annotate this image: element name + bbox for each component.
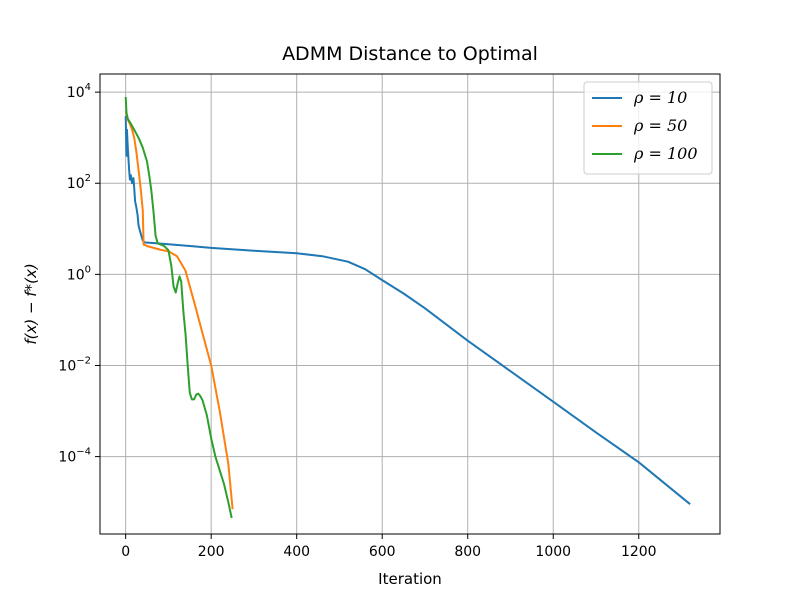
- legend-label-3: ρ = 100: [633, 144, 698, 163]
- legend-box: [583, 81, 713, 175]
- axis-ticks: 0 200 400 600 800 1000 1200 104 102 100 10−2 10−4: [58, 82, 656, 560]
- x-tick-label: 1200: [621, 544, 657, 560]
- x-tick-label: 200: [198, 544, 225, 560]
- grid-lines: [100, 74, 720, 534]
- series-lines: [124, 96, 691, 519]
- y-tick-label: 10−2: [58, 355, 91, 374]
- x-tick-label: 400: [283, 544, 310, 560]
- x-axis-label: Iteration: [378, 570, 442, 588]
- plot-frame: [99, 73, 721, 535]
- series-line-2: [124, 111, 234, 510]
- series-line-3: [124, 96, 233, 519]
- x-tick-label: 1000: [535, 544, 571, 560]
- chart-title: ADMM Distance to Optimal: [282, 43, 538, 65]
- y-tick-label: 102: [67, 173, 91, 192]
- legend-label-2: ρ = 50: [633, 116, 687, 135]
- series-line-1: [124, 115, 691, 505]
- x-tick-label: 800: [454, 544, 481, 560]
- x-tick-label: 600: [369, 544, 396, 560]
- y-tick-label: 104: [67, 82, 91, 101]
- x-tick-label: 0: [121, 544, 130, 560]
- legend-label-1: ρ = 10: [633, 88, 687, 107]
- y-tick-label: 100: [67, 264, 91, 283]
- legend: ρ = 10 ρ = 50 ρ = 100: [583, 81, 713, 175]
- y-tick-label: 10−4: [58, 447, 91, 466]
- y-axis-label: f(x) − f*(x): [22, 263, 40, 344]
